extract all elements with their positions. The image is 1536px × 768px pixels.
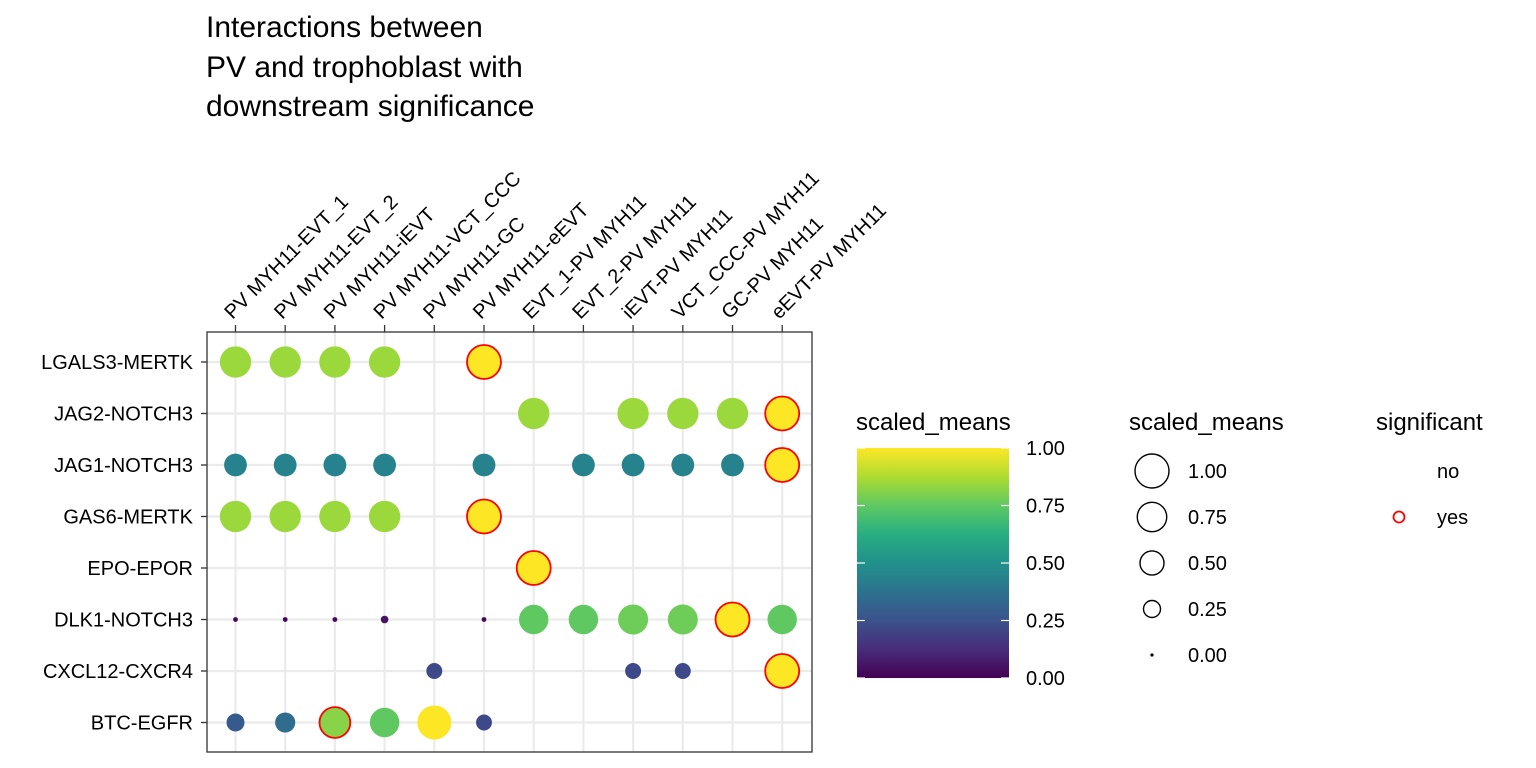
data-points	[219, 344, 801, 740]
point-cxcl12-cxcr4-ievt-pv-myh11	[625, 663, 642, 679]
size-key-label-4: 0.00	[1188, 645, 1227, 667]
point-dlk1-notch3-ievt-pv-myh11	[618, 604, 649, 635]
point-btc-egfr-pv-myh11-ievt	[318, 706, 352, 739]
point-jag1-notch3-gc-pv-myh11	[721, 453, 744, 477]
point-cxcl12-cxcr4-eevt-pv-myh11	[764, 653, 801, 689]
point-btc-egfr-pv-myh11-gc	[417, 705, 452, 740]
color-legend-ticks: 1.00 0.75 0.50 0.25 0.00	[857, 438, 1065, 690]
plot-panel	[206, 331, 813, 753]
chart-title: Interactions between PV and trophoblast …	[206, 11, 535, 123]
point-jag2-notch3-ievt-pv-myh11	[617, 397, 649, 430]
significant-legend-keys: no yes	[1392, 461, 1468, 529]
point-lgals3-mertk-pv-myh11-vct-ccc	[368, 346, 401, 378]
point-jag1-notch3-pv-myh11-eevt	[472, 453, 496, 477]
point-jag2-notch3-vct-ccc-pv-myh11	[667, 397, 699, 430]
point-jag1-notch3-eevt-pv-myh11	[764, 447, 801, 483]
point-dlk1-notch3-evt-1-pv-myh11	[518, 604, 549, 635]
point-epo-epor-evt-1-pv-myh11	[515, 550, 552, 586]
point-dlk1-notch3-pv-myh11-eevt	[481, 617, 487, 622]
size-key-label-2: 0.50	[1188, 553, 1227, 575]
point-jag2-notch3-gc-pv-myh11	[716, 397, 749, 430]
point-jag1-notch3-pv-myh11-ievt	[323, 453, 347, 477]
point-dlk1-notch3-pv-myh11-vct-ccc	[380, 615, 389, 624]
point-gas6-mertk-pv-myh11-evt-1	[219, 500, 252, 533]
panel-background	[207, 332, 812, 752]
point-dlk1-notch3-eevt-pv-myh11	[767, 604, 797, 635]
y-tick-label-epo-epor: EPO-EPOR	[87, 558, 193, 580]
size-legend-title: scaled_means	[1129, 409, 1284, 436]
size-key-circle-0	[1134, 453, 1170, 489]
size-key-label-3: 0.25	[1188, 599, 1227, 621]
size-key-circle-3	[1142, 599, 1162, 619]
point-lgals3-mertk-pv-myh11-eevt	[466, 344, 502, 380]
color-tick-label-1: 0.75	[1026, 496, 1065, 518]
size-legend: scaled_means 1.00 0.75 0.50 0.25 0.00	[1129, 409, 1284, 667]
color-tick-label-0: 1.00	[1026, 438, 1065, 460]
point-dlk1-notch3-evt-2-pv-myh11	[568, 604, 599, 635]
size-key-circle-2	[1139, 550, 1165, 576]
point-cxcl12-cxcr4-vct-ccc-pv-myh11	[674, 663, 691, 679]
color-tick-label-3: 0.25	[1026, 611, 1065, 633]
color-legend-title: scaled_means	[856, 409, 1011, 436]
significant-key-label-yes: yes	[1437, 507, 1468, 529]
significant-legend-title: significant	[1376, 409, 1483, 436]
y-axis: LGALS3-MERTK JAG2-NOTCH3 JAG1-NOTCH3 GAS6-M…	[41, 352, 207, 735]
point-dlk1-notch3-pv-myh11-ievt	[332, 617, 338, 622]
point-jag2-notch3-evt-1-pv-myh11	[518, 397, 550, 430]
y-tick-label-lgals3-mertk: LGALS3-MERTK	[41, 352, 194, 374]
y-tick-label-gas6-mertk: GAS6-MERTK	[63, 507, 193, 529]
point-gas6-mertk-pv-myh11-ievt	[319, 500, 351, 533]
point-lgals3-mertk-pv-myh11-evt-1	[219, 346, 252, 378]
chart-title-line-1: Interactions between	[206, 11, 483, 44]
point-jag1-notch3-ievt-pv-myh11	[621, 453, 645, 477]
point-dlk1-notch3-gc-pv-myh11	[714, 601, 751, 638]
size-key-label-0: 1.00	[1188, 461, 1227, 483]
size-key-circle-1	[1136, 501, 1168, 533]
point-gas6-mertk-pv-myh11-eevt	[466, 498, 502, 535]
point-btc-egfr-pv-myh11-eevt	[476, 714, 492, 731]
color-tick-label-2: 0.50	[1026, 553, 1065, 575]
y-tick-label-dlk1-notch3: DLK1-NOTCH3	[54, 610, 193, 632]
point-dlk1-notch3-pv-myh11-evt-1	[233, 617, 238, 622]
color-tick-label-4: 0.00	[1026, 668, 1065, 690]
point-jag1-notch3-pv-myh11-evt-2	[273, 453, 297, 477]
point-jag1-notch3-pv-myh11-vct-ccc	[373, 453, 397, 477]
point-lgals3-mertk-pv-myh11-ievt	[319, 346, 351, 378]
color-legend: scaled_means 1.00 0.75 0.50 0.25 0.00	[856, 409, 1065, 690]
size-key-label-1: 0.75	[1188, 507, 1227, 529]
size-key-circle-4	[1150, 653, 1154, 657]
y-tick-label-btc-egfr: BTC-EGFR	[91, 713, 193, 735]
point-jag1-notch3-evt-2-pv-myh11	[571, 453, 595, 477]
point-jag1-notch3-pv-myh11-evt-1	[224, 453, 247, 477]
point-gas6-mertk-pv-myh11-evt-2	[269, 500, 301, 533]
point-btc-egfr-pv-myh11-vct-ccc	[369, 707, 400, 738]
y-tick-label-cxcl12-cxcr4: CXCL12-CXCR4	[43, 661, 193, 683]
significant-key-label-no: no	[1437, 461, 1459, 483]
point-btc-egfr-pv-myh11-evt-1	[226, 713, 245, 732]
size-legend-keys: 1.00 0.75 0.50 0.25 0.00	[1134, 453, 1227, 667]
panel-border	[206, 331, 813, 753]
x-axis: PV MYH11-EVT_1PV MYH11-EVT_2PV MYH11-iEV…	[220, 168, 891, 332]
point-lgals3-mertk-pv-myh11-evt-2	[269, 346, 301, 378]
point-btc-egfr-pv-myh11-evt-2	[275, 712, 296, 733]
y-tick-label-jag1-notch3: JAG1-NOTCH3	[54, 455, 193, 477]
color-legend-bar	[857, 448, 1009, 678]
point-jag2-notch3-eevt-pv-myh11	[764, 395, 801, 432]
chart-title-line-3: downstream significance	[206, 90, 535, 123]
point-jag1-notch3-vct-ccc-pv-myh11	[671, 453, 695, 477]
significant-key-yes	[1392, 510, 1406, 524]
significant-legend: significant no yes	[1376, 409, 1483, 529]
point-dlk1-notch3-vct-ccc-pv-myh11	[667, 604, 698, 635]
point-dlk1-notch3-pv-myh11-evt-2	[282, 617, 288, 622]
point-cxcl12-cxcr4-pv-myh11-gc	[426, 663, 443, 679]
y-tick-label-jag2-notch3: JAG2-NOTCH3	[54, 404, 193, 426]
point-gas6-mertk-pv-myh11-vct-ccc	[368, 500, 401, 533]
chart-title-line-2: PV and trophoblast with	[206, 51, 523, 84]
